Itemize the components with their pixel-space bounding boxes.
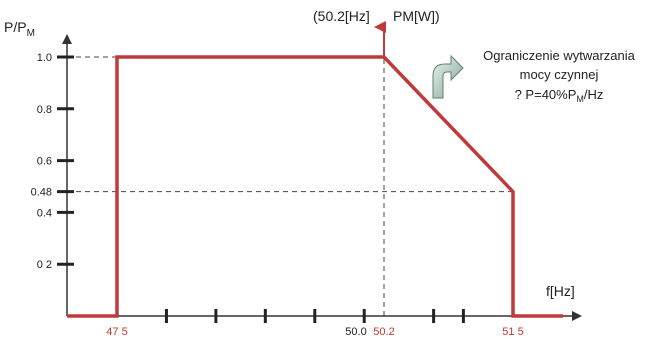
x-tick-label-1: 50.0 (345, 326, 366, 338)
series-line (67, 55, 563, 318)
y-tick-label-3: 0.48 (31, 187, 52, 199)
x-axis-title: f[Hz] (546, 283, 575, 299)
y-ticks: 1.0 0.8 0.6 0.48 0.4 0 2 (31, 52, 74, 271)
x-tick-label-2: 50.2 (373, 326, 394, 338)
annotation-formula: ? P=40%PM/Hz (515, 87, 604, 104)
annotation-line-1: Ograniczenie wytwarzania (483, 48, 636, 63)
y-tick-label-0: 1.0 (37, 52, 52, 64)
y-tick-label-2: 0.6 (37, 156, 52, 168)
point-label-left: (50.2[Hz] (313, 8, 370, 24)
guide-lines (67, 56, 513, 316)
y-tick-label-5: 0 2 (37, 259, 52, 271)
point-label-right: PM[W]) (393, 8, 440, 24)
y-tick-label-4: 0.4 (37, 207, 52, 219)
bent-arrow-icon (432, 54, 464, 99)
x-tick-label-3: 51 5 (502, 326, 523, 338)
y-tick-label-1: 0.8 (37, 104, 52, 116)
y-axis-title: P/PM (4, 19, 35, 39)
x-tick-label-0: 47 5 (106, 326, 127, 338)
annotation-line-2: mocy czynnej (520, 67, 599, 82)
x-tick-labels: 47 5 50.0 50.2 51 5 (106, 326, 523, 338)
x-ticks (164, 309, 465, 323)
